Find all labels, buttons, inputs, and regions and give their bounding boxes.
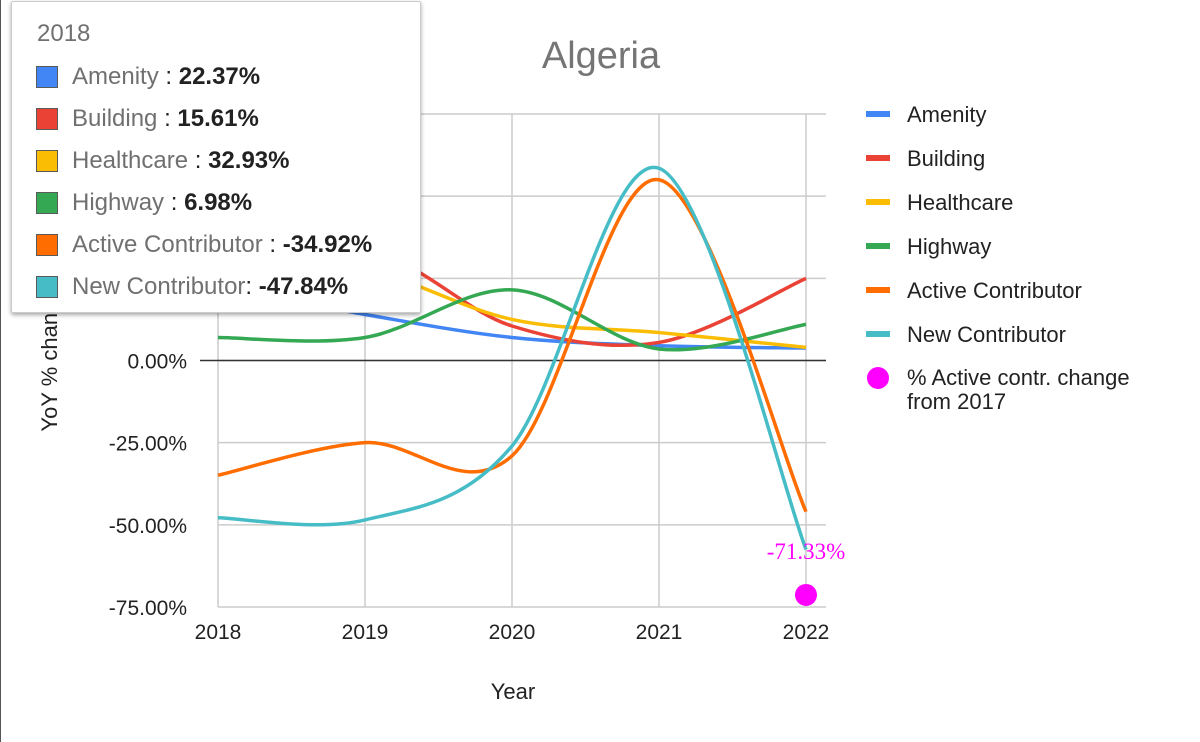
tooltip-separator: : <box>245 273 259 300</box>
tooltip-value: 15.61% <box>177 105 259 132</box>
tooltip-value: -47.84% <box>258 273 349 300</box>
point-data-label: -71.33% <box>767 539 846 564</box>
tooltip-separator: : <box>164 189 185 216</box>
tooltip-value: -34.92% <box>282 231 373 258</box>
legend-label-building[interactable]: Building <box>907 146 985 171</box>
legend-label-active-contributor[interactable]: Active Contributor <box>907 278 1082 303</box>
tooltip-series-name: Building <box>72 105 158 132</box>
active-contributor-change-point[interactable] <box>795 583 817 606</box>
tooltip-separator: : <box>158 63 179 90</box>
legend-label-new-contributor[interactable]: New Contributor <box>907 322 1066 347</box>
legend-label-active-contr-change[interactable]: from 2017 <box>907 389 1006 414</box>
series-line-new-contributor[interactable] <box>217 165 808 551</box>
tooltip-swatch <box>36 192 58 214</box>
tooltip-row: Highway : 6.98% <box>36 189 253 216</box>
y-tick-label: -25.00% <box>109 433 187 456</box>
tooltip-series-name: New Contributor <box>72 273 246 300</box>
tooltip-series-name: Healthcare <box>72 147 189 174</box>
point-markers: -71.33% <box>767 539 846 606</box>
x-tick-label: 2022 <box>783 621 830 644</box>
chart-title: Algeria <box>542 35 661 77</box>
axis-labels: -75.00% -50.00% -25.00% 0.00% 2018 2019 2020 20… <box>109 351 830 645</box>
tooltip-separator: : <box>157 105 178 132</box>
legend-label-healthcare[interactable]: Healthcare <box>907 190 1013 215</box>
tooltip-series-name: Active Contributor <box>72 231 263 258</box>
tooltip-title: 2018 <box>37 20 91 47</box>
tooltip-swatch <box>36 234 58 256</box>
hover-tooltip: 2018 Amenity : 22.37% Building : 15.61% He… <box>11 1 421 313</box>
tooltip-swatch <box>36 108 58 130</box>
x-tick-label: 2019 <box>342 621 389 644</box>
tooltip-value: 32.93% <box>208 147 290 174</box>
x-tick-label: 2020 <box>489 621 536 644</box>
tooltip-swatch <box>36 276 58 298</box>
y-tick-label: -50.00% <box>109 515 187 538</box>
x-tick-label: 2021 <box>636 621 683 644</box>
tooltip-row: Building : 15.61% <box>36 105 259 132</box>
window-edge <box>0 0 1 742</box>
legend-label-amenity[interactable]: Amenity <box>907 102 986 127</box>
tooltip-swatch <box>36 66 58 88</box>
tooltip-row: Healthcare : 32.93% <box>36 147 290 174</box>
y-tick-label: -75.00% <box>109 597 187 620</box>
legend-label-highway[interactable]: Highway <box>907 234 991 259</box>
tooltip-value: 22.37% <box>178 63 261 90</box>
tooltip-row: Active Contributor : -34.92% <box>36 231 373 258</box>
legend-swatch-active-contr-change <box>867 367 889 389</box>
tooltip-swatch <box>36 150 58 172</box>
tooltip-separator: : <box>188 147 209 174</box>
y-tick-label: 0.00% <box>127 351 187 374</box>
tooltip-value: 6.98% <box>184 189 253 216</box>
tooltip-row: Amenity : 22.37% <box>36 63 261 90</box>
series-line-highway[interactable] <box>217 288 807 352</box>
legend-label-active-contr-change[interactable]: % Active contr. change <box>907 365 1130 390</box>
tooltip-series-name: Amenity <box>72 63 159 90</box>
x-axis-title: Year <box>491 679 535 704</box>
series-line-active-contributor[interactable] <box>217 177 808 513</box>
tooltip-series-name: Highway <box>72 189 165 216</box>
x-tick-label: 2018 <box>195 621 242 644</box>
legend[interactable]: Amenity Building Healthcare Highway Active C… <box>866 102 1130 414</box>
tooltip-row: New Contributor: -47.84% <box>36 273 349 300</box>
tooltip-separator: : <box>262 231 283 258</box>
